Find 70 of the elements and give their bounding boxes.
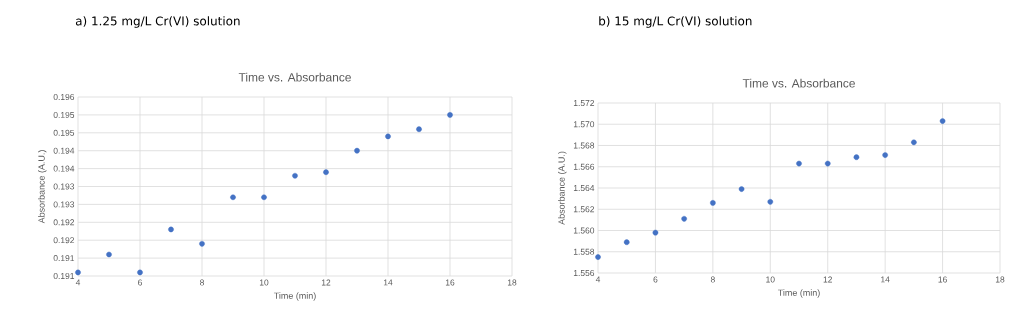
text: a) 1.25 mg/L Cr(VI) solution xyxy=(75,16,240,28)
x-tick-label: 4 xyxy=(75,279,81,286)
x-tick-label: 16 xyxy=(445,279,455,286)
x-tick-label: 8 xyxy=(200,279,204,286)
x-axis-title: Time (min) xyxy=(777,289,820,298)
point xyxy=(681,216,687,222)
y-axis-title: Absorbance (A.U.) xyxy=(558,151,567,225)
point xyxy=(354,147,360,154)
point xyxy=(824,160,831,167)
x-tick-label: 14 xyxy=(881,276,890,283)
point xyxy=(385,133,391,140)
x-tick-label: 10 xyxy=(259,279,269,286)
y-tick-label: 1.558 xyxy=(573,248,595,255)
y-tick-label: 0.192 xyxy=(53,237,75,244)
x-tick-label: 18 xyxy=(995,276,1005,283)
chart-title: Time vs. Absorbance xyxy=(742,78,855,88)
point xyxy=(199,240,205,247)
point xyxy=(75,269,81,276)
y-tick-label: 0.192 xyxy=(53,219,75,226)
point xyxy=(853,154,860,160)
point xyxy=(738,186,745,192)
y-tick-label: 1.566 xyxy=(573,163,595,170)
point xyxy=(652,229,659,236)
y-tick-label: 0.195 xyxy=(53,111,75,118)
y-tick-label: 1.556 xyxy=(573,270,595,276)
point xyxy=(168,226,174,233)
y-tick-label: 0.194 xyxy=(53,165,75,172)
x-axis-title: Time (min) xyxy=(273,292,316,301)
y-tick-label: 0.191 xyxy=(53,255,75,262)
x-tick-label: 8 xyxy=(710,276,715,283)
y-tick-label: 1.564 xyxy=(573,185,595,191)
x-tick-label: 14 xyxy=(383,279,393,286)
chart-title: Time vs. Absorbance xyxy=(238,72,351,82)
point xyxy=(623,239,630,245)
y-tick-label: 0.193 xyxy=(53,183,75,190)
y-tick-label: 0.194 xyxy=(53,147,75,154)
y-tick-label: 1.562 xyxy=(573,206,595,213)
point xyxy=(292,172,298,179)
y-tick-label: 0.195 xyxy=(53,129,75,136)
y-tick-label: 1.568 xyxy=(573,142,595,149)
y-tick-label: 1.570 xyxy=(573,121,595,128)
y-axis-title: Absorbance (A.U.) xyxy=(38,150,47,224)
y-tick-label: 1.572 xyxy=(573,100,595,106)
x-tick-label: 16 xyxy=(938,276,947,283)
point xyxy=(323,169,329,175)
point xyxy=(261,194,267,201)
point xyxy=(911,139,917,146)
text: b) 15 mg/L Cr(VI) solution xyxy=(599,16,752,28)
y-tick-label: 0.196 xyxy=(53,94,75,100)
point xyxy=(882,152,888,158)
y-tick-label: 0.191 xyxy=(53,273,75,279)
x-tick-label: 10 xyxy=(766,276,775,283)
y-tick-label: 1.560 xyxy=(573,227,595,234)
point xyxy=(595,254,601,260)
point xyxy=(710,200,716,206)
x-tick-label: 6 xyxy=(653,276,658,283)
point xyxy=(137,269,143,276)
point xyxy=(767,199,774,205)
point xyxy=(939,118,946,124)
y-tick-label: 0.193 xyxy=(53,201,75,208)
x-tick-label: 12 xyxy=(321,279,331,286)
x-tick-label: 18 xyxy=(507,279,517,286)
point xyxy=(106,251,112,258)
point xyxy=(447,112,453,118)
point xyxy=(230,194,236,201)
x-tick-label: 4 xyxy=(595,276,601,283)
point xyxy=(796,160,802,167)
x-tick-label: 6 xyxy=(138,279,142,286)
point xyxy=(416,126,422,133)
x-tick-label: 12 xyxy=(823,276,832,283)
